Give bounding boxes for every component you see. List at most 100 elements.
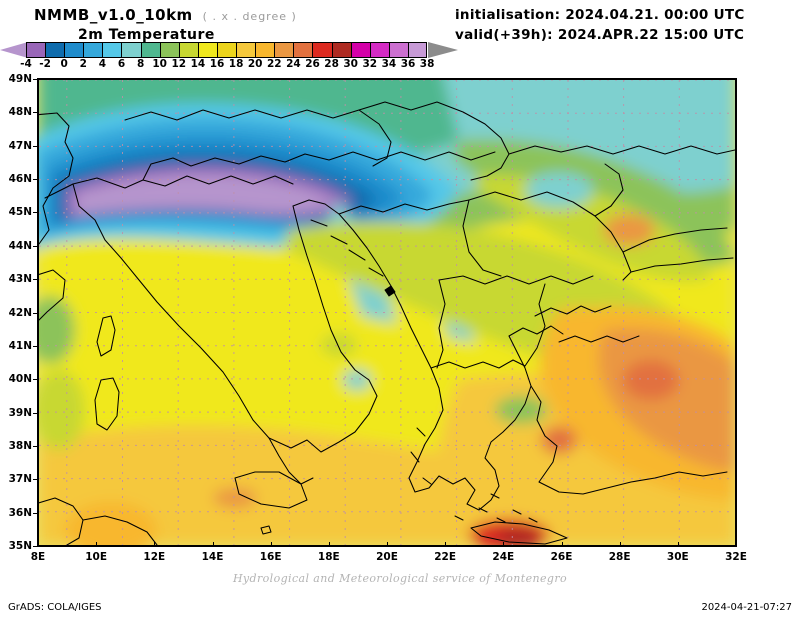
colorbar-tick-label: -4 [20,58,32,70]
colorbar-tick-label: 34 [381,58,397,70]
y-axis-tick [33,345,38,347]
y-axis-tick [33,479,38,481]
x-axis-tick-label: 20E [376,551,398,563]
x-axis-tick-label: 24E [492,551,515,563]
colorbar-cell [274,42,294,58]
colorbar-tick-label: 4 [98,58,107,70]
colorbar-cell [312,42,332,58]
y-axis-tick-label: 48N [8,106,32,119]
x-axis-tick [328,542,330,547]
x-axis-tick [677,542,679,547]
y-axis-tick [33,445,38,447]
colorbar-swatches [26,42,427,58]
x-axis-tick-label: 12E [143,551,166,563]
colorbar-cell [350,42,370,58]
y-axis-tick-label: 41N [8,339,32,352]
y-axis-tick-label: 46N [8,173,32,186]
graticule [39,80,735,545]
y-axis-tick [33,79,38,80]
colorbar-cell [83,42,103,58]
colorbar-tick-label: 18 [228,58,244,70]
y-axis-tick [33,145,38,147]
x-axis-tick-label: 16E [259,551,282,563]
y-axis-tick-label: 39N [8,406,32,419]
credit-line: Hydrological and Meteorological service … [232,572,568,585]
colorbar-cell [388,42,408,58]
x-axis-tick-label: 30E [666,551,689,563]
x-axis-tick [154,542,156,547]
y-axis-tick [33,546,38,547]
colorbar-tick-label: 22 [266,58,282,70]
y-axis-tick [33,512,38,514]
x-axis-tick-label: 28E [608,551,631,563]
colorbar-cell [140,42,160,58]
colorbar-over-arrow-icon [428,42,459,58]
y-axis-tick-label: 47N [8,139,32,152]
x-axis-tick [96,542,98,547]
y-axis-tick [33,112,38,114]
y-axis-tick-label: 44N [8,239,32,252]
y-axis-tick [33,312,38,314]
x-axis-tick [503,542,505,547]
y-axis-tick [33,279,38,281]
colorbar-under-arrow-icon [0,42,28,58]
colorbar-cell [121,42,141,58]
colorbar-tick-label: 14 [190,58,206,70]
colorbar-tick-label: 36 [400,58,416,70]
x-axis-tick [212,542,214,547]
y-axis-tick [33,412,38,414]
colorbar-cell [102,42,122,58]
y-axis-tick [33,179,38,181]
model-units: ( . x . degree ) [202,10,297,23]
colorbar-tick-label: -2 [39,58,51,70]
colorbar-tick-label: 8 [136,58,145,70]
colorbar-tick-label: 16 [209,58,225,70]
colorbar-cell [45,42,65,58]
y-axis-tick [33,379,38,381]
x-axis-tick [270,542,272,547]
y-axis-tick-label: 40N [8,373,32,386]
colorbar: -4 -2 0 2 4 6 8 10 12 14 16 18 20 22 24 26 28 30 32 34 36 38 [0,42,470,70]
valid-time: valid(+39h): 2024.APR.22 15:00 UTC [455,27,745,43]
colorbar-cell [26,42,46,58]
x-axis-tick-label: 26E [550,551,573,563]
x-axis-tick-label: 18E [317,551,340,563]
x-axis-tick-label: 10E [85,551,108,563]
colorbar-tick-label: 30 [343,58,358,70]
x-axis-tick-label: 14E [201,551,224,563]
x-axis-tick [736,542,737,547]
y-axis-tick [33,212,38,214]
x-axis-tick-label: 8E [30,551,46,563]
colorbar-tick-label: 10 [152,58,167,70]
y-axis-tick-label: 43N [8,273,32,286]
map-plot-area[interactable] [37,78,737,547]
colorbar-tick-label: 0 [60,58,68,70]
colorbar-tick-label: 24 [286,58,301,70]
colorbar-cell [216,42,237,58]
y-axis-tick-label: 37N [8,473,32,486]
colorbar-cell [369,42,389,58]
temperature-contours [39,80,735,545]
colorbar-cell [407,42,427,58]
x-axis-tick-label: 22E [434,551,457,563]
x-axis-tick [38,542,39,547]
colorbar-cell [293,42,313,58]
colorbar-tick-label: 38 [419,58,435,70]
grads-tag: GrADS: COLA/IGES [8,602,102,613]
x-axis-tick-label: 32E [725,551,747,563]
colorbar-cell [255,42,275,58]
colorbar-cell [178,42,198,58]
initialisation-time: initialisation: 2024.04.21. 00:00 UTC [455,7,745,23]
y-axis-tick-label: 42N [8,306,32,319]
colorbar-cell [64,42,84,58]
colorbar-cell [331,42,351,58]
colorbar-tick-label: 6 [117,58,126,70]
generation-timestamp: 2024-04-21-07:27 [701,602,792,613]
colorbar-tick-label: 2 [79,58,87,70]
y-axis-tick-label: 38N [8,439,32,452]
colorbar-tick-label: 12 [171,58,187,70]
coastlines-and-borders [39,101,735,545]
y-axis-tick-label: 45N [8,206,32,219]
x-axis-tick [387,542,388,547]
